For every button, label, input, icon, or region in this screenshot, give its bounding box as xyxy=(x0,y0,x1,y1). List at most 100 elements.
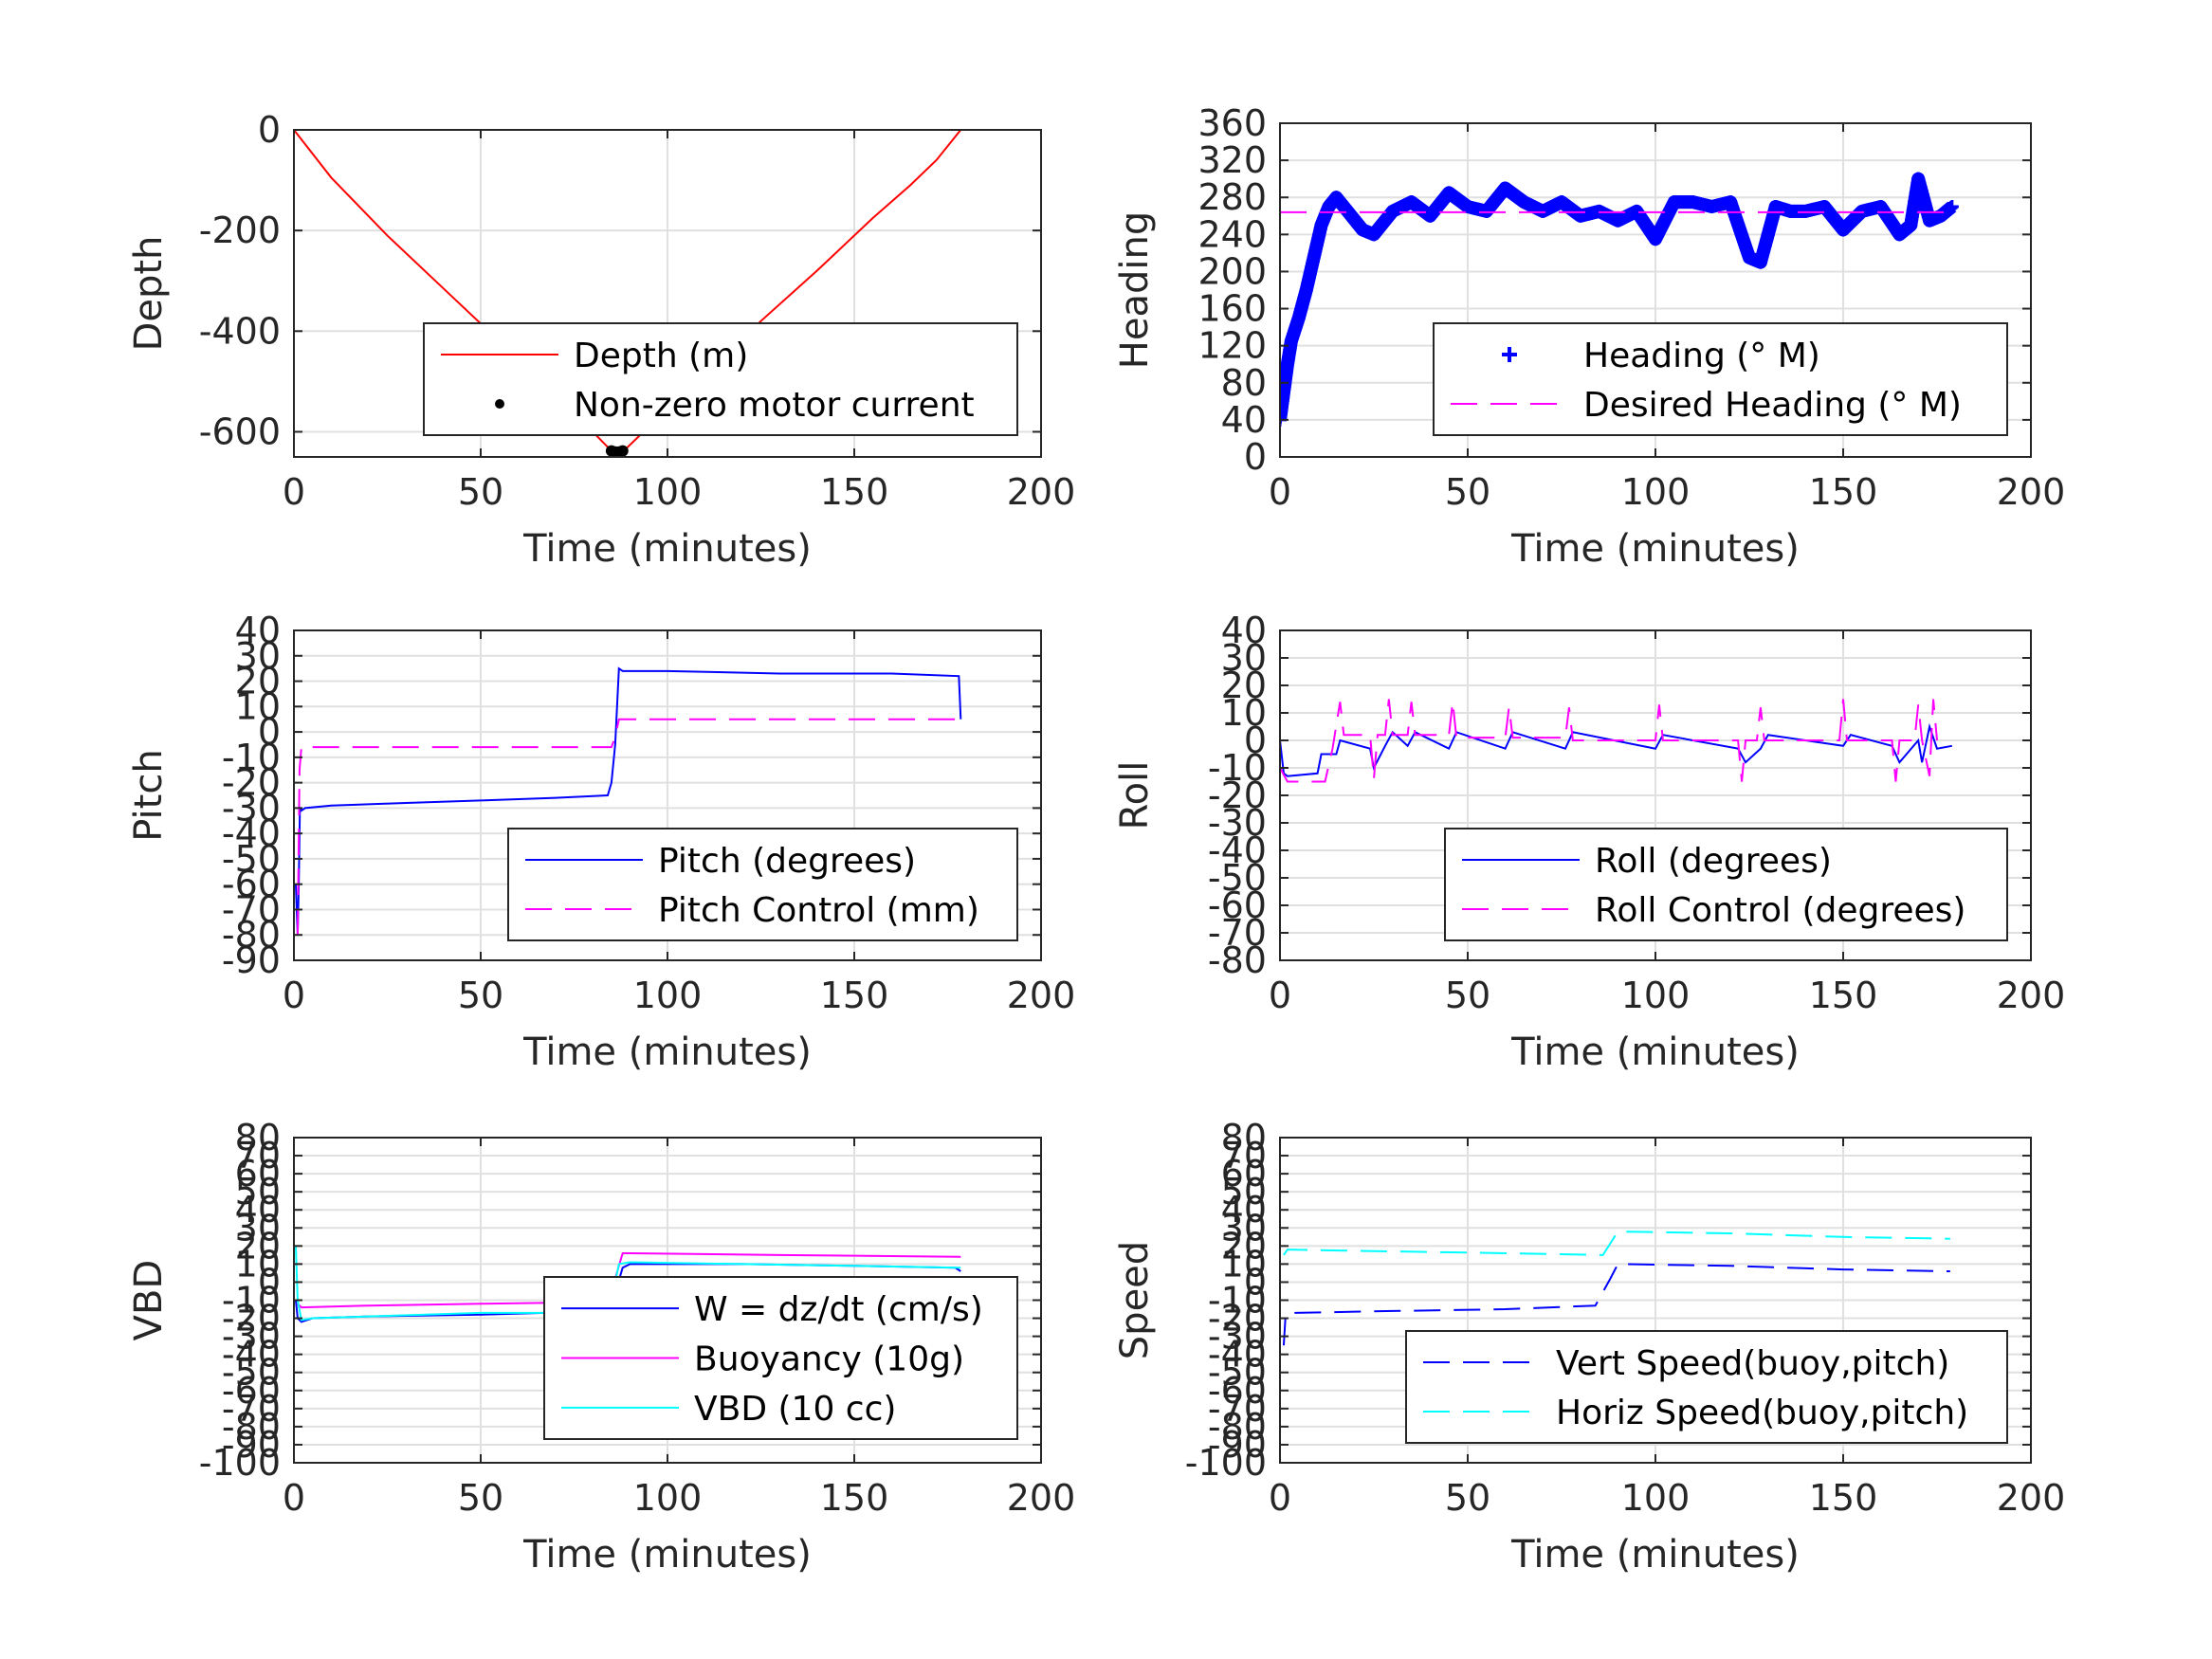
heading-legend-label-0: Heading (° M) xyxy=(1583,337,1820,375)
heading-ytick-label-9: 360 xyxy=(1197,102,1267,144)
depth-ytick-label-2: -200 xyxy=(199,210,281,251)
pitch-ytick-label-11: 20 xyxy=(235,661,281,702)
heading-legend-swatch-0 xyxy=(1502,347,1517,362)
pitch-ytick-label-7: -20 xyxy=(222,762,281,804)
speed-ytick-label-13: 30 xyxy=(1221,1207,1267,1249)
depth-series-1-point-3 xyxy=(616,445,629,457)
vbd-ytick-label-11: 10 xyxy=(235,1243,281,1285)
depth-ytick-label-1: -400 xyxy=(199,310,281,352)
roll-series-0-line xyxy=(1280,722,1953,777)
heading-ytick-label-6: 240 xyxy=(1197,213,1267,255)
heading-ytick-label-1: 40 xyxy=(1221,399,1267,441)
pitch-ylabel: Pitch xyxy=(127,749,171,841)
depth-legend-label-1: Non-zero motor current xyxy=(574,386,975,425)
roll-legend-label-0: Roll (degrees) xyxy=(1595,842,1832,881)
heading-ytick-label-4: 160 xyxy=(1197,288,1267,330)
speed-xtick-label-1: 50 xyxy=(1445,1477,1490,1519)
depth-ytick-label-3: 0 xyxy=(258,109,281,151)
pitch-ytick-label-12: 30 xyxy=(235,635,281,677)
vbd-ytick-label-4: -60 xyxy=(222,1370,281,1412)
speed-ytick-label-14: 40 xyxy=(1221,1189,1267,1231)
depth-xtick-label-1: 50 xyxy=(458,471,503,513)
depth-xtick-label-2: 100 xyxy=(633,471,703,513)
roll-xtick-label-3: 150 xyxy=(1809,975,1878,1016)
roll-ytick-label-12: 40 xyxy=(1221,610,1267,651)
roll-ytick-label-5: -30 xyxy=(1208,802,1267,844)
heading-ytick-label-8: 320 xyxy=(1197,139,1267,181)
depth-legend-box xyxy=(423,322,1018,436)
heading-ytick-label-5: 200 xyxy=(1197,250,1267,292)
roll-xlabel: Time (minutes) xyxy=(1510,1030,1800,1074)
heading-ytick-label-3: 120 xyxy=(1197,325,1267,367)
pitch-xtick-label-0: 0 xyxy=(283,975,305,1016)
speed-xlabel: Time (minutes) xyxy=(1510,1533,1800,1577)
depth-xlabel: Time (minutes) xyxy=(522,527,812,571)
roll-ytick-label-10: 20 xyxy=(1221,665,1267,706)
speed-ytick-label-6: -40 xyxy=(1208,1334,1267,1376)
speed-ytick-label-17: 70 xyxy=(1221,1135,1267,1176)
speed-ytick-label-12: 20 xyxy=(1221,1225,1267,1267)
vbd-ytick-label-16: 60 xyxy=(235,1153,281,1194)
pitch-legend-label-0: Pitch (degrees) xyxy=(658,842,916,881)
pitch-legend-box xyxy=(507,828,1018,941)
vbd-legend-label-1: Buoyancy (10g) xyxy=(694,1340,964,1379)
pitch-ytick-label-5: -40 xyxy=(222,812,281,854)
roll-ytick-label-1: -70 xyxy=(1208,912,1267,954)
roll-legend: Roll (degrees) Roll Control (degrees) xyxy=(1444,828,2008,941)
vbd-ytick-label-17: 70 xyxy=(235,1135,281,1176)
heading-ylabel: Heading xyxy=(1113,211,1157,369)
heading-xlabel: Time (minutes) xyxy=(1510,527,1800,571)
pitch-ytick-label-3: -60 xyxy=(222,864,281,905)
roll-ytick-label-6: -20 xyxy=(1208,775,1267,816)
vbd-xtick-label-1: 50 xyxy=(458,1477,503,1519)
vbd-ytick-label-3: -70 xyxy=(222,1388,281,1430)
speed-ytick-label-10: 0 xyxy=(1244,1261,1267,1303)
pitch-ytick-label-8: -10 xyxy=(222,737,281,778)
heading-legend: Heading (° M) Desired Heading (° M) xyxy=(1433,322,2008,436)
speed-xtick-label-4: 200 xyxy=(1997,1477,2066,1519)
heading-xtick-label-4: 200 xyxy=(1997,471,2066,513)
pitch-legend: Pitch (degrees) Pitch Control (mm) xyxy=(507,828,1018,941)
pitch-axes: 0 50 100 150 200-90-80-70-60-50-40-30-20-100… xyxy=(127,610,1075,1074)
vbd-legend-label-0: W = dz/dt (cm/s) xyxy=(694,1290,983,1329)
roll-ytick-label-2: -60 xyxy=(1208,884,1267,926)
vbd-ytick-label-12: 20 xyxy=(235,1225,281,1267)
heading-legend-label-1: Desired Heading (° M) xyxy=(1583,386,1962,425)
depth-xtick-label-4: 200 xyxy=(1007,471,1076,513)
roll-ytick-label-3: -50 xyxy=(1208,857,1267,899)
speed-legend-label-1: Horiz Speed(buoy,pitch) xyxy=(1556,1394,1968,1432)
pitch-ytick-label-9: 0 xyxy=(258,711,281,753)
depth-xtick-label-0: 0 xyxy=(283,471,305,513)
speed-ytick-label-8: -20 xyxy=(1208,1298,1267,1340)
pitch-ytick-label-10: 10 xyxy=(235,685,281,727)
speed-ytick-label-15: 50 xyxy=(1221,1171,1267,1212)
vbd-ytick-label-1: -90 xyxy=(222,1424,281,1466)
pitch-ytick-label-0: -90 xyxy=(222,939,281,981)
roll-legend-label-1: Roll Control (degrees) xyxy=(1595,891,1965,930)
vbd-ytick-label-15: 50 xyxy=(235,1171,281,1212)
roll-ytick-label-11: 30 xyxy=(1221,637,1267,679)
pitch-ytick-label-6: -30 xyxy=(222,787,281,829)
speed-xtick-label-0: 0 xyxy=(1269,1477,1291,1519)
roll-xtick-label-0: 0 xyxy=(1269,975,1291,1016)
heading-xtick-label-1: 50 xyxy=(1445,471,1490,513)
heading-axes: 0 50 100 150 20004080120160200240280320360Ti… xyxy=(1113,102,2065,571)
heading-ytick-label-2: 80 xyxy=(1221,362,1267,404)
speed-legend-label-0: Vert Speed(buoy,pitch) xyxy=(1556,1344,1949,1383)
speed-ytick-label-11: 10 xyxy=(1221,1243,1267,1285)
heading-xtick-label-3: 150 xyxy=(1809,471,1878,513)
depth-xtick-label-3: 150 xyxy=(820,471,889,513)
vbd-legend: W = dz/dt (cm/s) Buoyancy (10g) VBD (10 cc… xyxy=(543,1276,1018,1440)
depth-series-group xyxy=(294,130,962,457)
pitch-xlabel: Time (minutes) xyxy=(522,1030,812,1074)
speed-ytick-label-0: -100 xyxy=(1185,1442,1267,1484)
speed-ytick-label-7: -30 xyxy=(1208,1316,1267,1358)
pitch-series-1-line xyxy=(296,718,961,936)
pitch-xtick-label-4: 200 xyxy=(1007,975,1076,1016)
vbd-ytick-label-8: -20 xyxy=(222,1298,281,1340)
speed-ytick-label-4: -60 xyxy=(1208,1370,1267,1412)
depth-axes: 0 50 100 150 200 -600 -400 -200 0 Time (minutes) D… xyxy=(127,109,1075,571)
speed-ytick-label-1: -90 xyxy=(1208,1424,1267,1466)
vbd-xtick-label-2: 100 xyxy=(633,1477,703,1519)
